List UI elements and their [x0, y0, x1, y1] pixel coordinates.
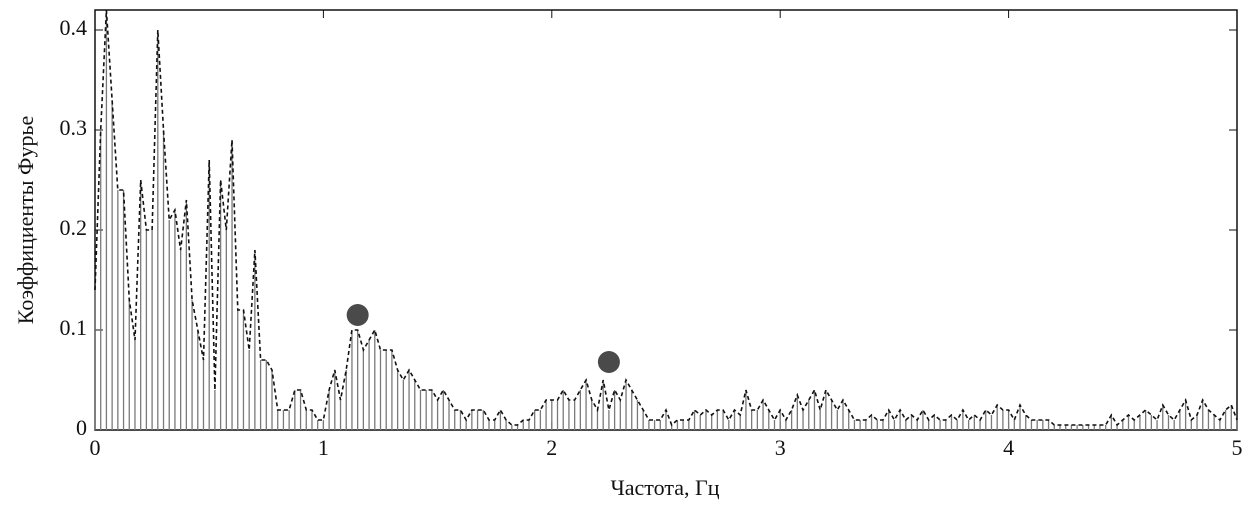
- x-tick-label: 5: [1232, 435, 1243, 460]
- y-tick-label: 0.1: [60, 315, 88, 340]
- x-tick-label: 3: [775, 435, 786, 460]
- peak-marker: [597, 351, 620, 373]
- y-tick-label: 0.4: [60, 15, 88, 40]
- x-tick-label: 4: [1003, 435, 1014, 460]
- x-tick-label: 2: [546, 435, 557, 460]
- x-tick-label: 0: [90, 435, 101, 460]
- peak-marker: [346, 304, 369, 326]
- spectrum-line: [94, 9, 1238, 427]
- y-tick-label: 0: [76, 415, 87, 440]
- x-tick-label: 1: [318, 435, 329, 460]
- x-axis-label: Частота, Гц: [610, 475, 719, 500]
- y-tick-label: 0.2: [60, 215, 88, 240]
- y-tick-label: 0.3: [60, 115, 88, 140]
- y-axis-label: Коэффициенты Фурье: [13, 116, 38, 324]
